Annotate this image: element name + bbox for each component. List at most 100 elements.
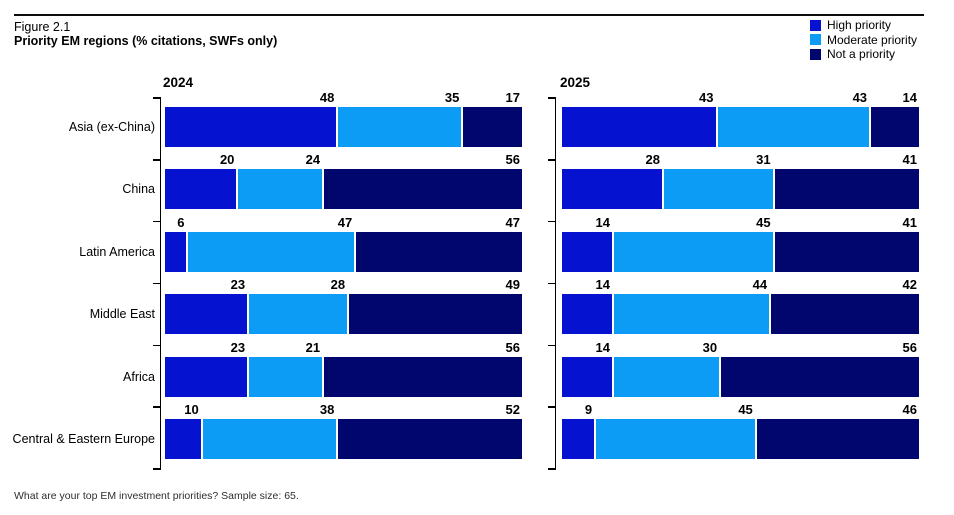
value-labels: 9 45 46	[562, 397, 919, 419]
value-label: 14	[595, 214, 610, 230]
value-label: 23	[230, 339, 246, 355]
value-labels: 10 38 52	[165, 397, 522, 419]
y-axis	[152, 97, 167, 470]
y-axis	[547, 97, 562, 470]
not-a-priority-swatch-icon	[810, 48, 821, 60]
figure-label: Figure 2.1	[14, 20, 71, 34]
value-label: 49	[505, 277, 520, 293]
bar-segment	[562, 169, 662, 210]
stacked-bar	[562, 169, 919, 210]
chart-group-2024: 2024 48 35 17 20 24 56 6 47 47 23 28 49 23 21 56 10 38 52	[152, 75, 526, 476]
bar-row: 28 31 41	[562, 147, 919, 210]
bar-segment	[661, 169, 773, 210]
bar-segment	[715, 107, 869, 147]
stacked-bar	[562, 231, 919, 272]
value-label: 56	[902, 339, 917, 355]
stacked-bar	[165, 419, 522, 459]
value-labels: 23 21 56	[165, 335, 522, 357]
bar-segment	[869, 107, 919, 147]
stacked-bar	[562, 356, 919, 397]
bar-segment	[247, 356, 323, 397]
value-labels: 14 44 42	[562, 272, 919, 294]
value-label: 35	[444, 90, 460, 105]
value-labels: 43 43 14	[562, 85, 919, 107]
stacked-bar	[562, 419, 919, 459]
bar-segment	[322, 169, 522, 210]
bar-segment	[772, 231, 919, 272]
axis-tick	[152, 97, 161, 99]
stacked-bar	[165, 231, 522, 272]
bar-segment	[336, 107, 462, 147]
value-label: 30	[702, 339, 718, 355]
bar-segment	[562, 231, 612, 272]
bar-segment	[165, 169, 237, 210]
value-label: 10	[184, 402, 199, 417]
stacked-bar	[165, 169, 522, 210]
bar-row: 43 43 14	[562, 85, 919, 147]
value-label: 47	[505, 214, 520, 230]
value-label: 41	[902, 214, 917, 230]
bar-segment	[611, 231, 773, 272]
stacked-bar	[165, 294, 522, 335]
value-label: 20	[219, 152, 235, 168]
bar-segment	[236, 169, 323, 210]
value-label: 6	[177, 214, 185, 230]
stacked-bar	[562, 294, 919, 335]
value-label: 28	[330, 277, 346, 293]
bar-segment	[594, 419, 755, 459]
bar-segment	[562, 419, 595, 459]
bar-row: 6 47 47	[165, 210, 522, 272]
bar-row: 14 30 56	[562, 335, 919, 397]
bar-segment	[247, 294, 348, 335]
value-label: 52	[505, 402, 520, 417]
value-label: 45	[756, 214, 771, 230]
value-label: 45	[738, 402, 753, 417]
category-label: China	[122, 182, 155, 197]
bar-segment	[165, 419, 201, 459]
bar-segment	[200, 419, 337, 459]
value-label: 38	[319, 402, 335, 417]
bar-segment	[562, 294, 612, 335]
value-label: 41	[902, 152, 917, 168]
group-year-label: 2024	[163, 75, 194, 90]
stacked-bar	[562, 107, 919, 147]
bars-area: 43 43 14 28 31 41 14 45 41 14 44 42 14 30 56 9 45 46	[562, 76, 919, 476]
bar-row: 14 45 41	[562, 210, 919, 272]
bar-segment	[719, 356, 919, 397]
value-labels: 23 28 49	[165, 272, 522, 294]
value-labels: 14 30 56	[562, 335, 919, 357]
category-label: Central & Eastern Europe	[12, 432, 155, 446]
axis-tick	[152, 406, 161, 408]
category-label: Middle East	[89, 307, 155, 322]
legend-item: Not a priority	[810, 47, 917, 61]
figure-footnote: What are your top EM investment prioriti…	[14, 490, 299, 502]
axis-tick	[152, 468, 161, 470]
value-label: 44	[752, 277, 768, 293]
value-labels: 6 47 47	[165, 210, 522, 232]
group-year-label: 2025	[560, 75, 591, 90]
bar-segment	[611, 356, 720, 397]
value-label: 56	[505, 339, 520, 355]
bar-segment	[186, 231, 355, 272]
value-label: 43	[852, 90, 868, 105]
bar-row: 23 28 49	[165, 272, 522, 335]
value-label: 23	[230, 277, 246, 293]
bar-segment	[165, 107, 337, 147]
moderate-priority-swatch-icon	[810, 34, 821, 45]
value-label: 48	[319, 90, 335, 105]
bar-row: 20 24 56	[165, 147, 522, 210]
bar-segment	[347, 294, 522, 335]
axis-tick	[547, 344, 556, 347]
bar-row: 48 35 17	[165, 85, 522, 147]
legend-label: Moderate priority	[827, 32, 918, 47]
value-label: 14	[902, 90, 917, 105]
value-label: 17	[505, 90, 520, 105]
stacked-bar	[165, 107, 522, 147]
bar-segment	[562, 356, 612, 397]
value-label: 9	[584, 402, 593, 417]
value-label: 14	[595, 277, 610, 293]
value-label: 56	[505, 152, 520, 168]
figure-title: Priority EM regions (% citations, SWFs o…	[14, 34, 278, 48]
legend: High priority Moderate priority Not a prio…	[810, 18, 918, 61]
value-label: 21	[305, 339, 321, 355]
